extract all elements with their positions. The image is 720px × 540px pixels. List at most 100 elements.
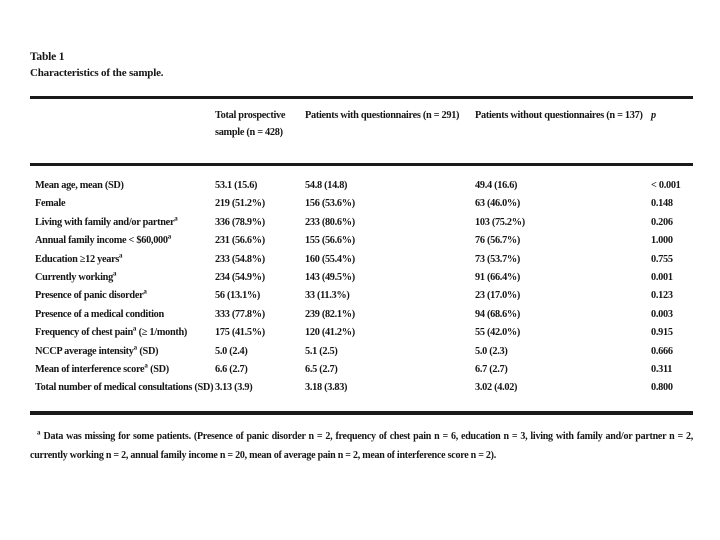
cell-without-questionnaires: 23 (17.0%) <box>475 290 521 302</box>
cell-total-sample: 336 (78.9%) <box>215 216 265 228</box>
table-row: NCCP average intensitya (SD) 5.0 (2.4) 5… <box>30 343 693 361</box>
cell-without-questionnaires: 76 (56.7%) <box>475 235 521 247</box>
row-label-text: Total number of medical consultations (S… <box>35 382 214 394</box>
table-number: Table 1 <box>30 51 65 63</box>
row-label-text: Currently working <box>35 271 113 283</box>
cell-without-questionnaires: 5.0 (2.3) <box>475 345 508 357</box>
cell-p-value: 0.003 <box>651 308 673 320</box>
cell-with-questionnaires: 156 (53.6%) <box>305 198 355 210</box>
table-row: Mean of interference scorea (SD) 6.6 (2.… <box>30 361 693 379</box>
cell-with-questionnaires: 160 (55.4%) <box>305 253 355 265</box>
footnote-marker: a <box>37 428 41 437</box>
footnote-marker: a <box>133 343 138 352</box>
row-label: Presence of a medical condition <box>30 306 215 324</box>
table-row: Presence of panic disordera 56 (13.1%) 3… <box>30 287 693 305</box>
table-title-block: Table 1 Characteristics of the sample. <box>30 51 164 79</box>
cell-p-value: 0.001 <box>651 271 673 283</box>
cell-total-sample: 234 (54.9%) <box>215 271 265 283</box>
table-row: Total number of medical consultations (S… <box>30 379 693 397</box>
row-label: Currently workinga <box>30 269 215 287</box>
cell-p-value: 0.311 <box>651 363 673 375</box>
cell-without-questionnaires: 73 (53.7%) <box>475 253 521 265</box>
row-label: Presence of panic disordera <box>30 287 215 305</box>
cell-p-value: < 0.001 <box>651 180 681 191</box>
characteristics-table: Total prospective sample (n = 428) Patie… <box>30 96 693 466</box>
row-label-text: NCCP average intensity <box>35 345 134 357</box>
table-body: Mean age, mean (SD) 53.1 (15.6) 54.8 (14… <box>30 166 693 411</box>
table-rule-top <box>30 96 693 99</box>
cell-without-questionnaires: 94 (68.6%) <box>475 308 521 320</box>
row-label: Total number of medical consultations (S… <box>30 379 215 397</box>
row-label: Annual family income < $60,000a <box>30 232 215 250</box>
row-label-text: Mean of interference score <box>35 363 145 375</box>
header-with-questionnaires: Patients with questionnaires (n = 291) <box>305 110 460 121</box>
cell-total-sample: 3.13 (3.9) <box>215 382 253 394</box>
table-row: Frequency of chest paina (≥ 1/month) 175… <box>30 324 693 342</box>
cell-p-value: 0.206 <box>651 216 673 228</box>
cell-with-questionnaires: 143 (49.5%) <box>305 271 355 283</box>
row-label-suffix: (SD) <box>137 345 159 357</box>
footnote-marker: a <box>112 269 117 278</box>
cell-with-questionnaires: 233 (80.6%) <box>305 216 355 228</box>
row-label-text: Living with family and/or partner <box>35 216 175 228</box>
cell-total-sample: 231 (56.6%) <box>215 235 265 247</box>
cell-without-questionnaires: 63 (46.0%) <box>475 198 521 210</box>
cell-with-questionnaires: 3.18 (3.83) <box>305 382 348 394</box>
header-p-value: p <box>651 110 656 121</box>
cell-without-questionnaires: 55 (42.0%) <box>475 327 521 339</box>
row-label-text: Female <box>35 198 66 210</box>
cell-total-sample: 233 (54.8%) <box>215 253 265 265</box>
table-row: Currently workinga 234 (54.9%) 143 (49.5… <box>30 269 693 287</box>
table-header-row: Total prospective sample (n = 428) Patie… <box>30 99 693 163</box>
header-empty <box>30 107 215 157</box>
cell-with-questionnaires: 33 (11.3%) <box>305 290 350 302</box>
header-without-questionnaires: Patients without questionnaires (n = 137… <box>475 110 643 121</box>
table-footnote: a Data was missing for some patients. (P… <box>30 427 693 466</box>
cell-with-questionnaires: 155 (56.6%) <box>305 235 355 247</box>
footnote-marker: a <box>167 232 172 241</box>
cell-total-sample: 175 (41.5%) <box>215 327 265 339</box>
header-total-sample: Total prospective sample (n = 428) <box>215 110 286 138</box>
cell-p-value: 0.755 <box>651 253 673 265</box>
row-label: Living with family and/or partnera <box>30 214 215 232</box>
cell-with-questionnaires: 239 (82.1%) <box>305 308 355 320</box>
cell-with-questionnaires: 6.5 (2.7) <box>305 363 338 375</box>
row-label-text: Annual family income < $60,000 <box>35 235 168 247</box>
row-label-suffix: (≥ 1/month) <box>136 327 188 339</box>
row-label-text: Presence of a medical condition <box>35 308 164 320</box>
table-row: Mean age, mean (SD) 53.1 (15.6) 54.8 (14… <box>30 177 693 195</box>
cell-total-sample: 56 (13.1%) <box>215 290 261 302</box>
row-label: NCCP average intensitya (SD) <box>30 343 215 361</box>
cell-with-questionnaires: 120 (41.2%) <box>305 327 355 339</box>
cell-p-value: 0.915 <box>651 327 673 339</box>
row-label: Female <box>30 195 215 213</box>
cell-total-sample: 5.0 (2.4) <box>215 345 248 357</box>
table-row: Living with family and/or partnera 336 (… <box>30 214 693 232</box>
row-label: Education ≥12 yearsa <box>30 251 215 269</box>
cell-p-value: 1.000 <box>651 235 673 247</box>
row-label: Frequency of chest paina (≥ 1/month) <box>30 324 215 342</box>
cell-p-value: 0.800 <box>651 382 673 394</box>
cell-total-sample: 6.6 (2.7) <box>215 363 248 375</box>
table-rule-bottom <box>30 410 693 415</box>
table-row: Education ≥12 yearsa 233 (54.8%) 160 (55… <box>30 251 693 269</box>
cell-without-questionnaires: 6.7 (2.7) <box>475 363 508 375</box>
footnote-marker: a <box>144 361 148 370</box>
row-label-text: Education ≥12 years <box>35 253 120 265</box>
cell-p-value: 0.666 <box>651 345 673 357</box>
cell-total-sample: 219 (51.2%) <box>215 198 265 210</box>
cell-without-questionnaires: 3.02 (4.02) <box>475 382 518 394</box>
row-label-text: Frequency of chest pain <box>35 327 133 339</box>
cell-without-questionnaires: 49.4 (16.6) <box>475 180 518 191</box>
table-row: Female 219 (51.2%) 156 (53.6%) 63 (46.0%… <box>30 195 693 213</box>
table-rule-middle <box>30 163 693 166</box>
cell-with-questionnaires: 5.1 (2.5) <box>305 345 338 357</box>
row-label-text: Presence of panic disorder <box>35 290 144 302</box>
table-row: Annual family income < $60,000a 231 (56.… <box>30 232 693 250</box>
table-row: Presence of a medical condition 333 (77.… <box>30 306 693 324</box>
cell-without-questionnaires: 103 (75.2%) <box>475 216 525 228</box>
cell-without-questionnaires: 91 (66.4%) <box>475 271 521 283</box>
row-label-text: Mean age, mean (SD) <box>35 180 124 191</box>
footnote-marker: a <box>132 324 137 333</box>
